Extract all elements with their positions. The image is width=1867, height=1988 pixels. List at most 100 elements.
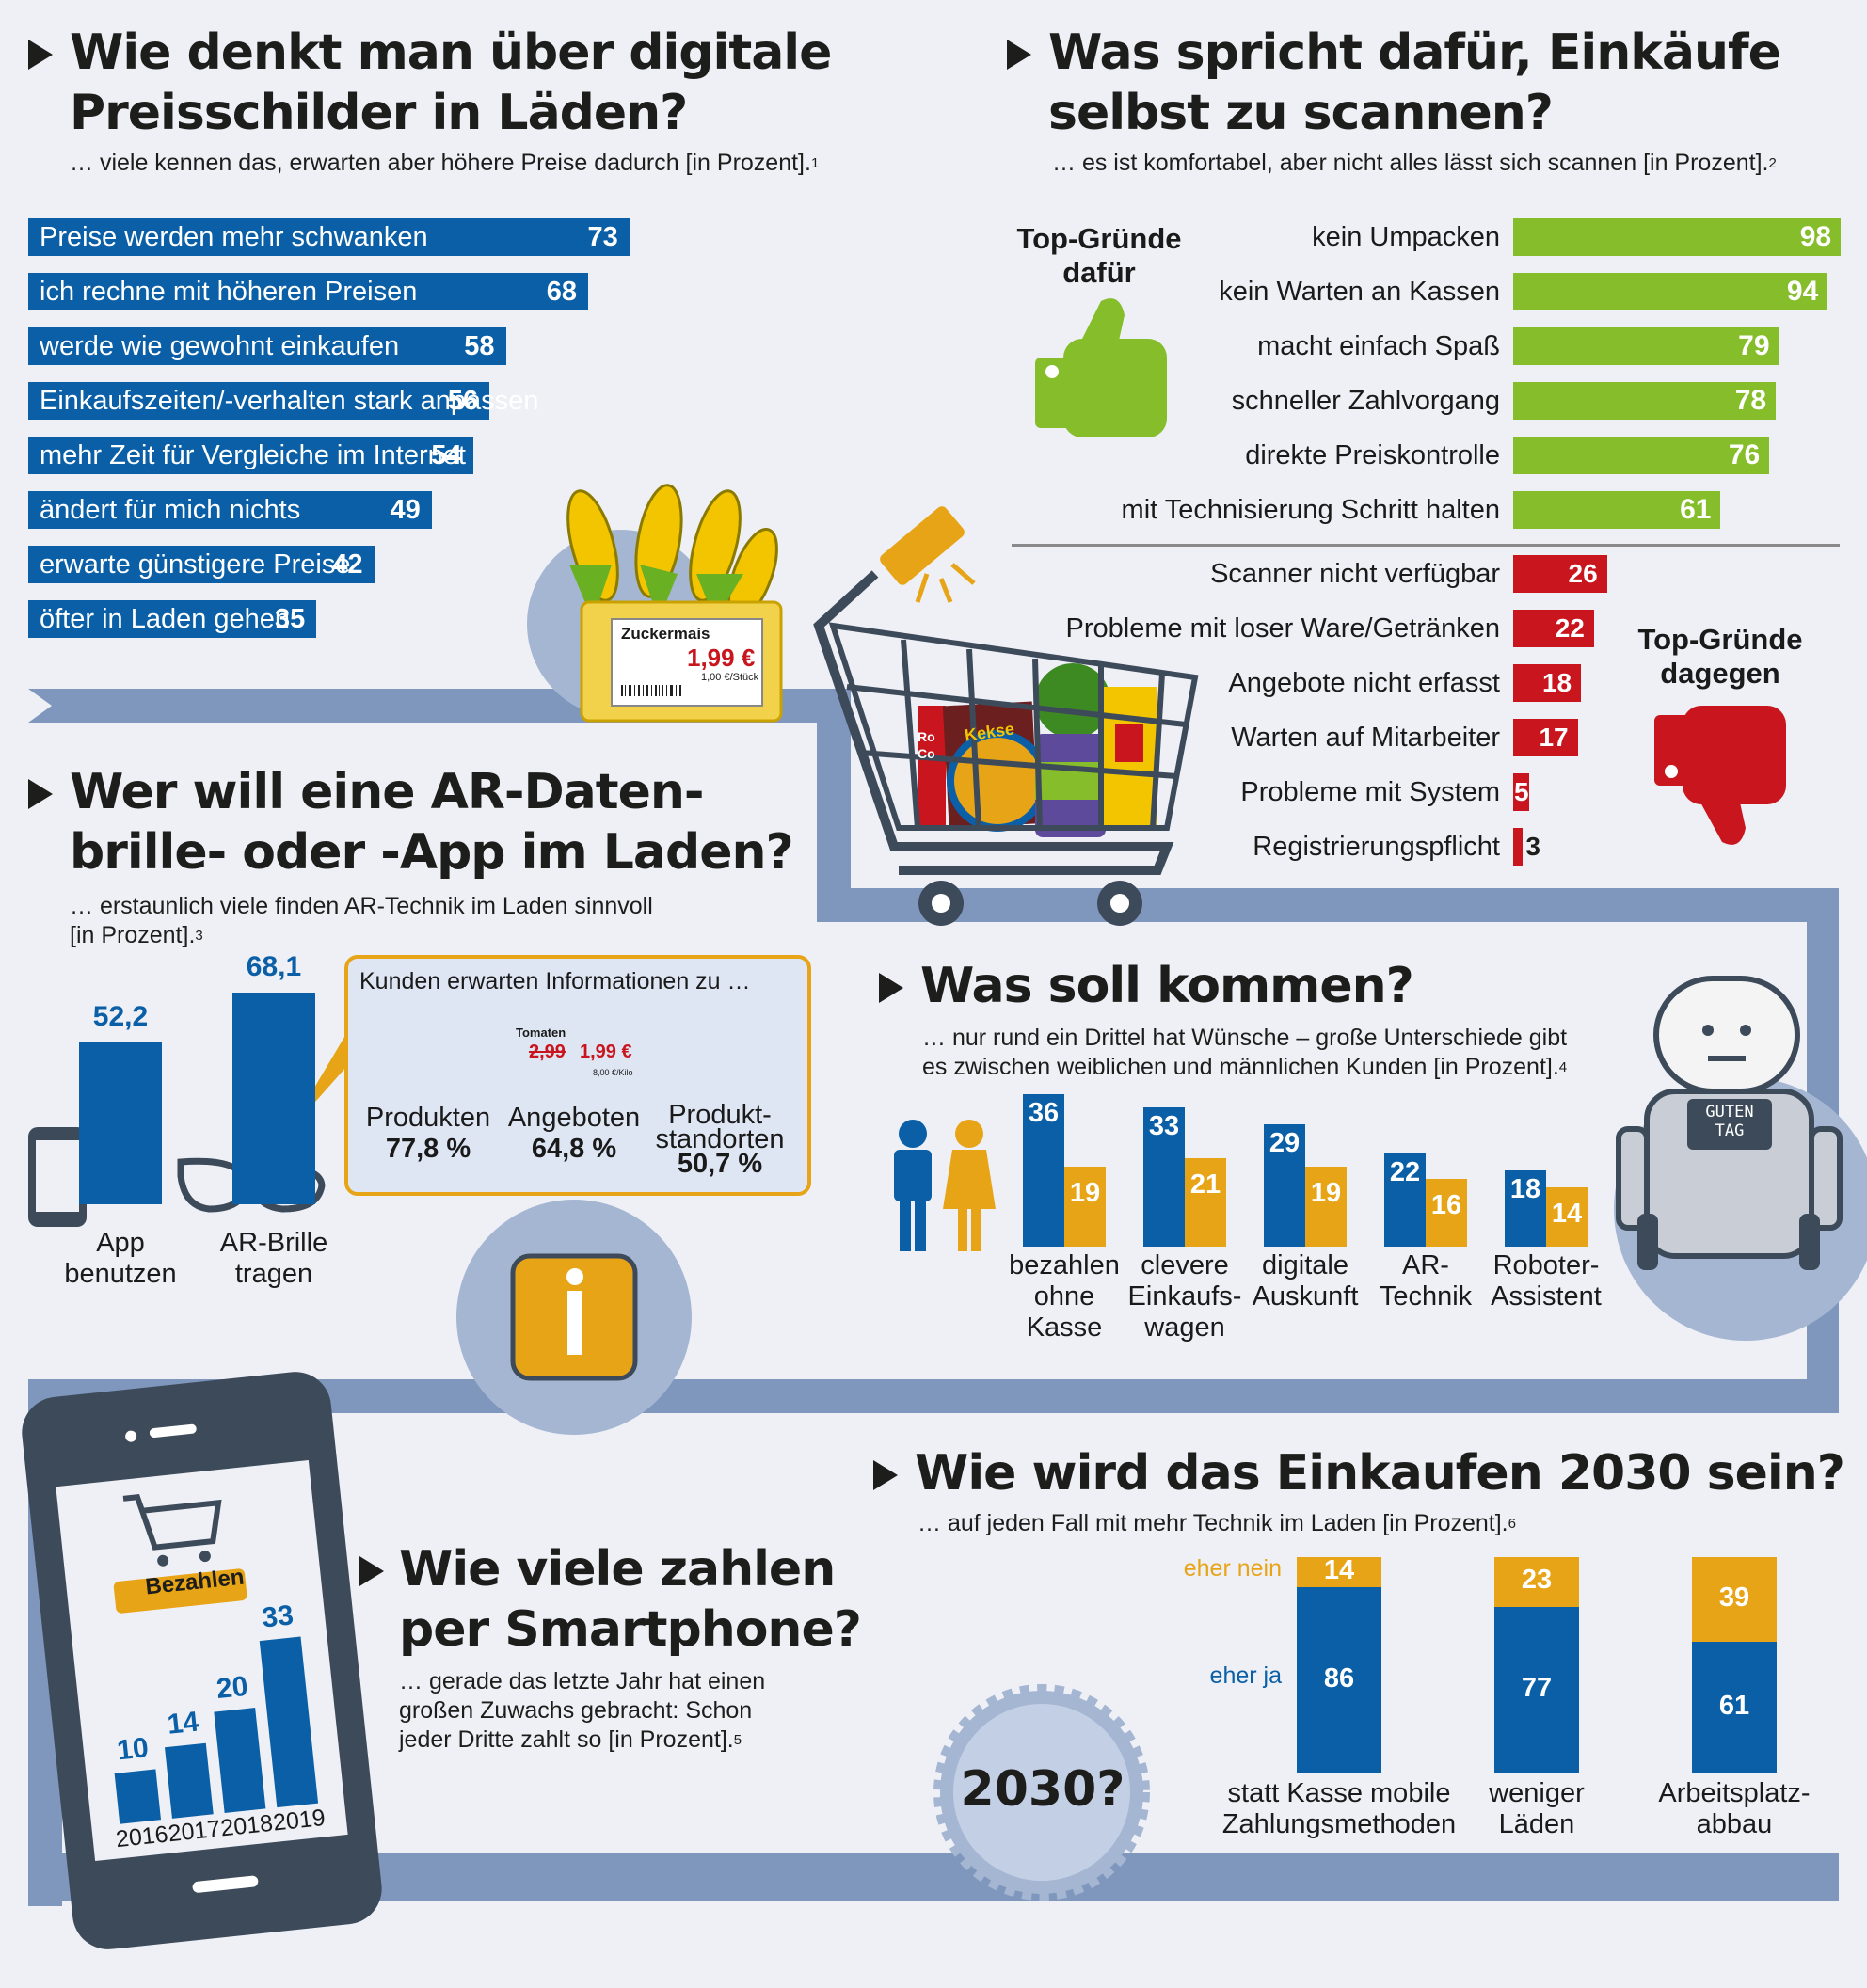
section4-subtitle: … nur rund ein Drittel hat Wünsche – gro… — [922, 1025, 1568, 1080]
bar-male-value: 36 — [1028, 1098, 1060, 1128]
robot-sign: GUTEN TAG — [1705, 1103, 1754, 1140]
section1-subtitle: … viele kennen das, erwarten aber höhere… — [70, 150, 820, 176]
bar-yes-value: 61 — [1718, 1690, 1750, 1721]
bar: Einkaufszeiten/-verhalten stark anpassen… — [28, 382, 538, 420]
bar — [114, 1769, 162, 1824]
bar — [1513, 773, 1530, 811]
bar-value: 58 — [464, 331, 495, 361]
category-line: Roboter- — [1492, 1250, 1600, 1280]
bar: erwarte günstigere Preise 42 — [28, 546, 375, 583]
bar-female — [1426, 1179, 1467, 1247]
bar — [232, 993, 315, 1204]
bar: 17 — [1513, 719, 1578, 756]
bar-label: ich rechne mit höheren Preisen — [40, 277, 418, 307]
bar-male-value: 18 — [1509, 1174, 1541, 1204]
category-line: clevere — [1141, 1250, 1229, 1280]
category-line: bezahlen — [1009, 1250, 1120, 1280]
bar-category: AR- Technik — [1356, 1250, 1495, 1312]
bar-female-value: 14 — [1551, 1199, 1583, 1229]
bar-yes — [1692, 1641, 1777, 1773]
bar: öfter in Laden gehen 35 — [28, 600, 317, 638]
bar-value: 42 — [332, 549, 363, 580]
heading-arrow — [879, 973, 903, 1003]
info-panel-title: Kunden erwarten Informationen zu … — [359, 968, 751, 994]
bar-label: erwarte günstigere Preise — [40, 549, 351, 580]
bar-value: 68,1 — [246, 951, 302, 983]
info-item-products: Produkten 77,8 % — [365, 1103, 491, 1164]
man-woman-icon — [894, 1120, 996, 1251]
price-tag-product: Zuckermais — [621, 625, 710, 643]
category-line: Auskunft — [1252, 1281, 1359, 1312]
bar: 26 — [1513, 555, 1607, 593]
bar-category: Arbeitsplatz-abbau — [1588, 1778, 1867, 1840]
bar-category: Probleme mit loser Ware/Getränken — [1065, 613, 1500, 644]
bar-female — [1064, 1166, 1106, 1247]
category-line: Zahlungsmethoden — [1221, 1809, 1457, 1839]
category-line: statt Kasse mobile — [1227, 1778, 1451, 1808]
bar-yes — [1297, 1587, 1381, 1773]
category-line: wagen — [1144, 1312, 1225, 1343]
bar — [165, 1743, 214, 1819]
bar-yes — [1494, 1606, 1579, 1773]
bar-female-value: 21 — [1189, 1169, 1221, 1200]
bar-category: App benutzen — [32, 1228, 209, 1290]
bar: 61 — [1513, 491, 1721, 529]
category-line: abbau — [1696, 1809, 1773, 1839]
bar-category: macht einfach Spaß — [1257, 331, 1500, 361]
legend-yes: eher ja — [1209, 1662, 1282, 1689]
bar-category: bezahlen ohne Kasse — [995, 1250, 1134, 1344]
bar-value: 68 — [546, 277, 577, 307]
category-line: benutzen — [64, 1259, 177, 1289]
bar-male — [1505, 1170, 1546, 1247]
price-tag2-price: 1,99 € — [580, 1042, 632, 1062]
bar-yes-value: 77 — [1521, 1673, 1553, 1704]
bar-male-value: 22 — [1389, 1157, 1421, 1187]
bar-male — [1143, 1106, 1185, 1247]
bar-male — [1023, 1094, 1064, 1247]
bar-label: mehr Zeit für Vergleiche im Internet — [40, 440, 466, 470]
bar-label: Einkaufszeiten/-verhalten stark anpassen — [40, 386, 539, 416]
bar-category: weniger Läden — [1391, 1778, 1683, 1840]
bar-male-value: 33 — [1148, 1110, 1180, 1141]
bar-value: 33 — [260, 1599, 295, 1634]
category-line: Arbeitsplatz- — [1658, 1778, 1811, 1808]
category-line: weniger — [1489, 1778, 1585, 1808]
bar-category: Registrierungspflicht — [1253, 832, 1500, 862]
bar: Preise werden mehr schwanken 73 — [28, 218, 630, 256]
bar: ändert für mich nichts 49 — [28, 491, 432, 529]
bar-label: ändert für mich nichts — [40, 495, 301, 525]
bar: 18 — [1513, 664, 1582, 702]
price-tag2-product: Tomaten — [516, 1026, 566, 1040]
bar-category: 2019 — [271, 1804, 327, 1837]
info-item-offers: Angeboten 64,8 % — [507, 1103, 641, 1164]
bar-value: 20 — [215, 1670, 250, 1706]
bar-category: Probleme mit System — [1240, 777, 1500, 807]
bar-category: direkte Preiskontrolle — [1245, 440, 1500, 470]
bar-value: 52,2 — [92, 1000, 149, 1032]
heading-arrow — [873, 1460, 898, 1490]
bar: mehr Zeit für Vergleiche im Internet 54 — [28, 437, 473, 474]
heading-arrow — [28, 40, 53, 70]
section5-title: Wie viele zahlen per Smartphone? — [399, 1541, 862, 1658]
bar-category: AR-Brille tragen — [185, 1228, 362, 1290]
bar-category: schneller Zahlvorgang — [1231, 386, 1500, 416]
info-item-locations: Produkt- standorten 50,7 % — [655, 1100, 785, 1179]
bar-category: 2016 — [114, 1821, 169, 1853]
bar-category: Warten auf Mitarbeiter — [1231, 723, 1500, 753]
price-tag-price: 1,99 € — [687, 644, 756, 672]
section6-title: Wie wird das Einkaufen 2030 sein? — [915, 1445, 1845, 1502]
bar — [79, 1042, 162, 1204]
bar-category: Scanner nicht verfügbar — [1210, 559, 1500, 589]
bar — [1513, 828, 1524, 866]
bar-category: Angebote nicht erfasst — [1228, 668, 1500, 698]
heading-arrow — [359, 1556, 384, 1586]
category-line: tragen — [234, 1259, 313, 1289]
bar-category: clevere Einkaufs-wagen — [1115, 1250, 1254, 1344]
bar-no-value: 39 — [1718, 1582, 1750, 1613]
phone-chart: 10 2016 14 2017 20 2018 33 2019 — [89, 1589, 333, 1883]
category-line: Technik — [1379, 1281, 1473, 1312]
bar-male — [1264, 1123, 1305, 1247]
price-tag2-unit: 8,00 €/Kilo — [593, 1068, 633, 1077]
bar-category: kein Warten an Kassen — [1219, 277, 1500, 307]
bar-female-value: 19 — [1069, 1177, 1101, 1208]
